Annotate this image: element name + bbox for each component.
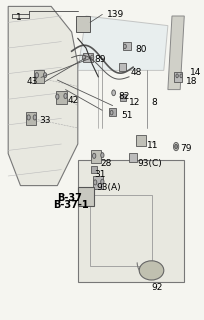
Circle shape [173, 142, 178, 151]
Bar [93, 176, 103, 189]
Bar [82, 53, 93, 62]
Bar [128, 153, 136, 162]
Circle shape [43, 73, 47, 78]
Circle shape [175, 74, 177, 78]
Text: 82: 82 [118, 92, 130, 100]
Circle shape [82, 55, 85, 60]
Text: 12: 12 [128, 98, 140, 107]
Circle shape [55, 94, 59, 99]
Circle shape [100, 153, 103, 158]
Text: 80: 80 [134, 45, 146, 54]
Bar [119, 94, 125, 101]
Text: B-37-1: B-37-1 [53, 200, 88, 211]
Circle shape [80, 197, 83, 203]
Text: 33: 33 [39, 116, 50, 124]
Bar [91, 166, 97, 173]
Polygon shape [8, 6, 78, 186]
Text: B-37: B-37 [57, 193, 82, 204]
Text: 51: 51 [120, 111, 132, 120]
Text: 92: 92 [151, 284, 162, 292]
Bar [173, 72, 181, 82]
Bar [56, 91, 66, 104]
Circle shape [100, 179, 103, 184]
Bar [109, 108, 116, 116]
Text: 1: 1 [16, 13, 22, 22]
Circle shape [88, 197, 91, 203]
Polygon shape [167, 16, 183, 90]
Bar [26, 112, 36, 125]
Ellipse shape [139, 261, 163, 280]
Text: 18: 18 [185, 77, 197, 86]
Circle shape [123, 44, 126, 49]
Bar [90, 195, 151, 266]
Bar [78, 160, 183, 282]
Bar [75, 16, 90, 32]
Text: 28: 28 [100, 159, 111, 168]
Text: 43: 43 [27, 77, 38, 86]
Circle shape [35, 73, 38, 78]
Circle shape [33, 115, 36, 120]
Text: 48: 48 [130, 68, 142, 76]
Text: 42: 42 [67, 96, 78, 105]
Text: 139: 139 [106, 10, 123, 19]
Circle shape [93, 180, 96, 185]
Circle shape [110, 110, 112, 115]
Text: 93(C): 93(C) [136, 159, 161, 168]
Circle shape [64, 93, 67, 99]
Circle shape [179, 74, 182, 78]
Text: 79: 79 [179, 144, 191, 153]
Bar [34, 70, 44, 83]
Text: 11: 11 [147, 141, 158, 150]
Text: 8: 8 [151, 98, 156, 107]
Text: 14: 14 [190, 68, 201, 76]
Polygon shape [78, 16, 167, 70]
Circle shape [86, 23, 89, 28]
Text: 89: 89 [94, 55, 105, 64]
Circle shape [111, 90, 115, 96]
Circle shape [92, 153, 95, 158]
Circle shape [78, 23, 81, 28]
Text: 93(A): 93(A) [96, 183, 120, 192]
Text: 31: 31 [94, 170, 105, 179]
Bar [78, 187, 94, 206]
Bar [122, 43, 130, 51]
Bar [91, 150, 101, 163]
Circle shape [27, 115, 30, 120]
Bar [135, 135, 146, 147]
Circle shape [90, 55, 93, 60]
Bar [119, 63, 126, 71]
Circle shape [174, 144, 177, 149]
